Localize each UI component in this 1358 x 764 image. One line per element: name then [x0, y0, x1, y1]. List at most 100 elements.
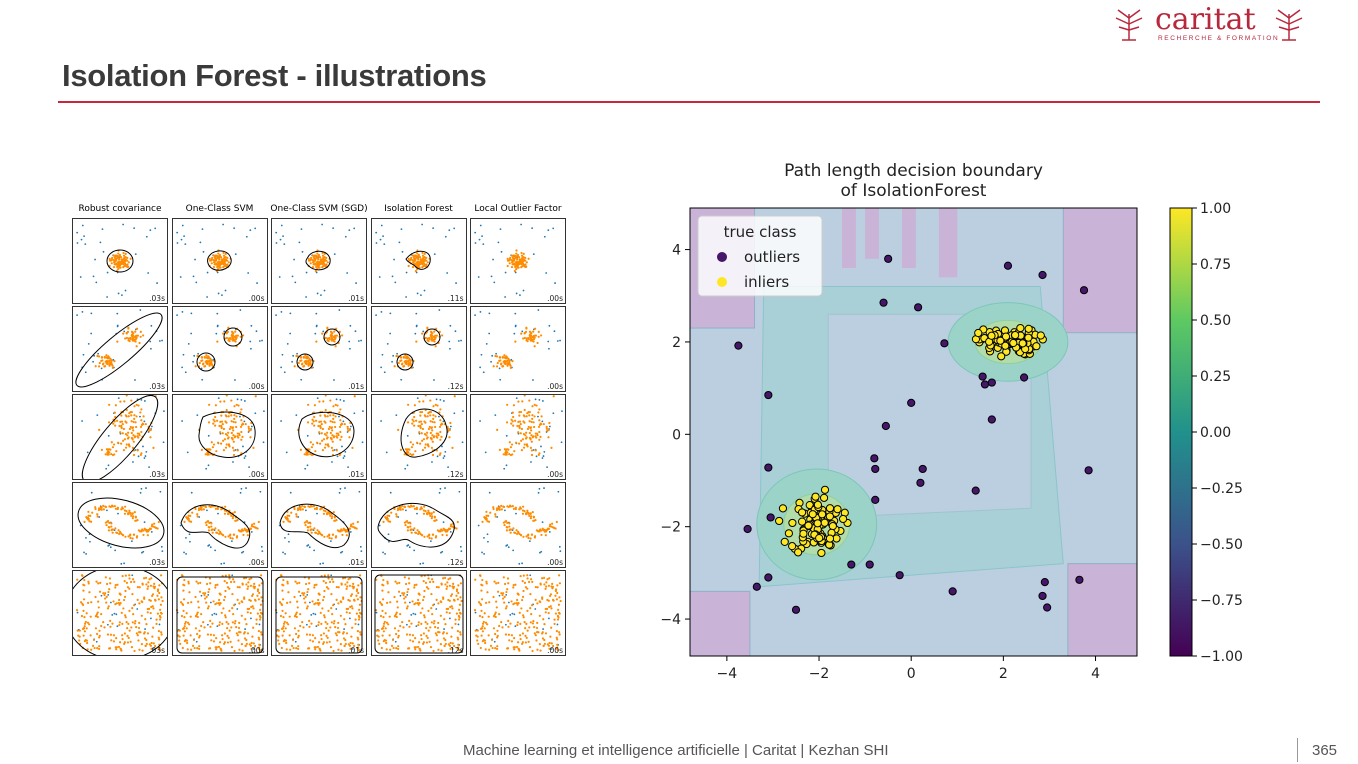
- inlier-dot: [531, 510, 534, 514]
- inlier-dot: [558, 633, 561, 636]
- inlier-dot: [189, 615, 192, 618]
- decision-contour: [81, 395, 159, 479]
- inlier-dot: [179, 601, 182, 604]
- inlier-dot: [239, 408, 242, 411]
- inlier-dot: [418, 256, 421, 259]
- inlier-dot: [428, 514, 431, 517]
- inlier-dot: [109, 448, 112, 451]
- outlier-dot: [499, 228, 502, 231]
- inlier-dot: [407, 264, 410, 268]
- inlier-dot: [225, 634, 229, 637]
- outlier-dot: [230, 574, 233, 577]
- inlier-dot: [513, 531, 517, 535]
- outlier-dot: [133, 227, 136, 230]
- inlier-dot: [105, 356, 108, 359]
- inlier-dot: [325, 263, 328, 266]
- inlier-point: [1032, 342, 1041, 351]
- inlier-dot: [514, 583, 517, 586]
- inlier-dot: [83, 520, 86, 524]
- inlier-dot: [477, 601, 481, 604]
- inlier-dot: [140, 408, 143, 411]
- inlier-dot: [534, 634, 537, 637]
- outlier-dot: [85, 537, 87, 539]
- inlier-dot: [130, 626, 133, 629]
- inlier-dot: [519, 422, 522, 426]
- outlier-dot: [315, 625, 318, 628]
- inlier-dot: [335, 585, 338, 589]
- inlier-dot: [256, 588, 259, 591]
- colorbar: [1169, 207, 1193, 657]
- inlier-dot: [330, 446, 333, 449]
- inlier-dot: [524, 263, 527, 266]
- inlier-dot: [114, 507, 118, 510]
- inlier-dot: [545, 607, 549, 610]
- outlier-point: [914, 303, 923, 312]
- inlier-dot: [425, 512, 428, 515]
- inlier-dot: [416, 598, 419, 602]
- inlier-dot: [282, 616, 285, 619]
- column-title: Isolation Forest: [384, 204, 453, 214]
- outlier-dot: [231, 461, 234, 463]
- inlier-dot: [547, 584, 551, 587]
- outlier-dot: [540, 550, 543, 553]
- column-title: Robust covariance: [78, 204, 162, 214]
- inlier-dot: [445, 581, 448, 584]
- inlier-dot: [407, 647, 410, 650]
- inlier-dot: [428, 425, 431, 429]
- inlier-dot: [405, 607, 408, 610]
- inlier-dot: [207, 421, 210, 424]
- outlier-dot: [342, 457, 345, 459]
- inlier-dot: [137, 631, 141, 634]
- inlier-dot: [232, 414, 236, 417]
- outlier-dot: [519, 294, 521, 296]
- outlier-point: [1040, 578, 1049, 587]
- inlier-dot: [507, 625, 510, 628]
- inlier-dot: [522, 337, 525, 340]
- inlier-dot: [429, 420, 432, 423]
- inlier-dot: [299, 355, 302, 359]
- inlier-dot: [143, 637, 147, 640]
- outlier-dot: [507, 601, 510, 604]
- outlier-dot: [349, 425, 352, 428]
- inlier-dot: [385, 648, 388, 651]
- inlier-dot: [113, 263, 116, 266]
- region-low: [938, 208, 958, 278]
- outlier-dot: [102, 250, 105, 253]
- inlier-dot: [123, 632, 127, 635]
- inlier-dot: [316, 645, 320, 649]
- inlier-dot: [198, 361, 201, 365]
- inlier-dot: [200, 355, 203, 359]
- inlier-dot: [496, 361, 499, 365]
- outlier-dot: [111, 614, 114, 616]
- inlier-dot: [207, 529, 210, 532]
- inlier-dot: [407, 257, 410, 260]
- inlier-dot: [219, 424, 222, 428]
- inlier-dot: [105, 595, 108, 599]
- outlier-dot: [239, 491, 241, 494]
- inlier-dot: [487, 514, 490, 517]
- outlier-dot: [451, 648, 454, 650]
- outlier-dot: [308, 546, 311, 549]
- inlier-dot: [498, 355, 501, 359]
- outlier-dot: [437, 415, 440, 418]
- inlier-dot: [78, 629, 81, 632]
- inlier-dot: [312, 420, 315, 423]
- colorbar-tick-label: −0.75: [1200, 593, 1243, 609]
- inlier-dot: [518, 420, 522, 423]
- inlier-dot: [208, 582, 211, 585]
- inlier-dot: [429, 330, 432, 333]
- inlier-dot: [256, 612, 259, 615]
- inlier-dot: [392, 507, 396, 511]
- inlier-dot: [212, 259, 215, 262]
- inlier-dot: [152, 607, 155, 610]
- inlier-dot: [534, 598, 537, 601]
- outlier-dot: [333, 253, 336, 255]
- decision-contour: [400, 408, 448, 458]
- inlier-dot: [355, 527, 358, 530]
- inlier-dot: [413, 648, 416, 651]
- inlier-dot: [304, 595, 307, 599]
- decision-contour: [296, 353, 314, 371]
- inlier-dot: [479, 646, 482, 650]
- inlier-dot: [306, 605, 309, 608]
- outlier-dot: [439, 487, 441, 490]
